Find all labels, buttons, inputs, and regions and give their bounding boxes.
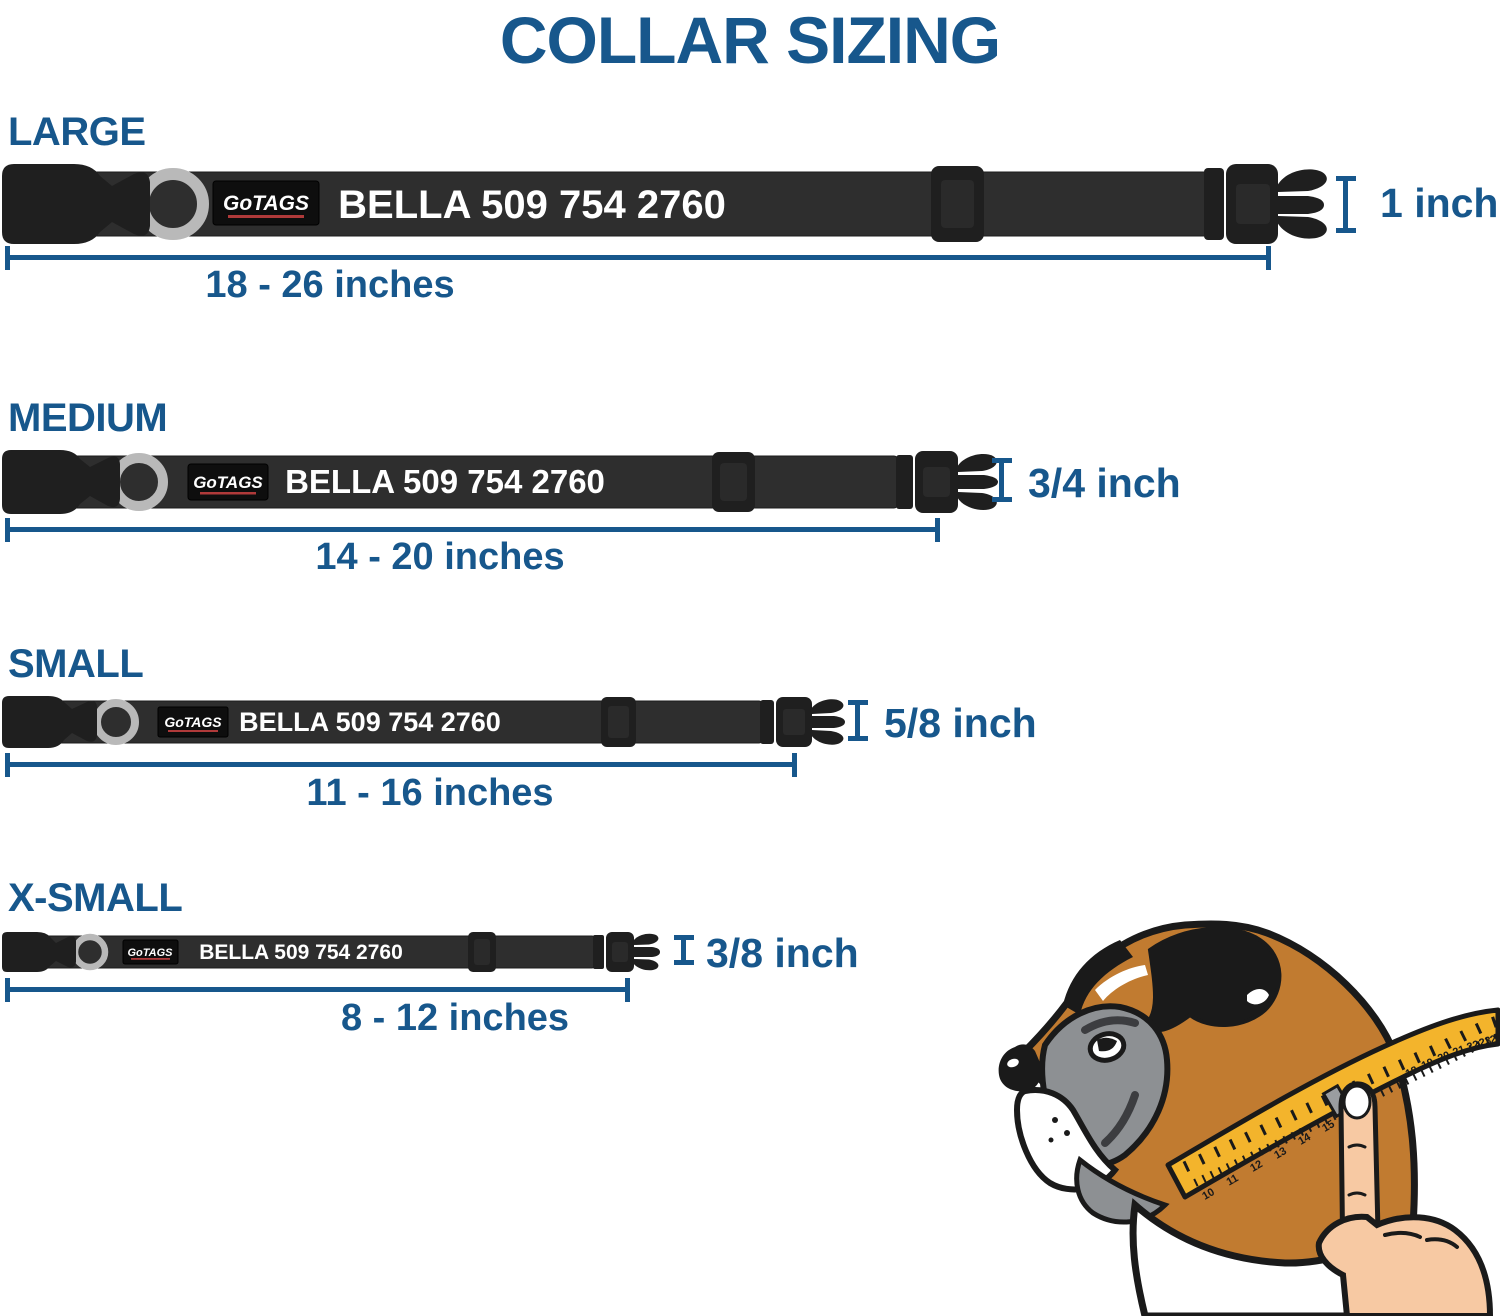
range-xsmall: 8 - 12 inches	[340, 997, 570, 1039]
brand-patch: GoTAGS	[187, 463, 269, 501]
tape-number: 10	[1200, 1186, 1217, 1203]
measure-line-xsmall	[5, 978, 630, 1002]
brand-logo: GoTAGS	[193, 473, 263, 492]
range-medium: 14 - 20 inches	[315, 536, 565, 578]
slider	[931, 166, 984, 242]
logo-underline	[131, 958, 170, 960]
logo-underline	[200, 492, 256, 495]
buckle-left	[2, 932, 76, 972]
whisker-dot	[1064, 1130, 1070, 1136]
buckle-left	[2, 164, 150, 244]
dog-pupil	[1097, 1037, 1117, 1052]
size-label-small: SMALL	[8, 642, 144, 686]
tape-number: 12	[1248, 1158, 1265, 1175]
collar-graphic-small: GoTAGS BELLA 509 754 2760	[2, 696, 845, 748]
logo-underline	[168, 730, 218, 732]
personalized-text: BELLA 509 754 2760	[285, 463, 605, 500]
page-title: COLLAR SIZING	[499, 3, 1001, 77]
collar-graphic-xsmall: GoTAGS BELLA 509 754 2760	[2, 932, 660, 972]
dog-cheek-line	[1101, 1091, 1139, 1147]
buckle-left	[2, 696, 97, 748]
personalized-text: BELLA 509 754 2760	[338, 183, 726, 227]
whisker-dot	[1052, 1117, 1058, 1123]
measure-line-medium	[5, 518, 940, 542]
logo-underline	[228, 215, 304, 218]
tape-number: 18	[1404, 1064, 1420, 1080]
dog-measuring-illustration: 10 11 12 13 14 15 16 18 19 20 21 22 23 2…	[998, 920, 1500, 1316]
slider	[712, 452, 755, 512]
width-bracket-medium	[992, 458, 1012, 502]
width-medium: 3/4 inch	[1028, 460, 1181, 506]
collar-graphic-medium: GoTAGS BELLA 509 754 2760	[2, 450, 998, 514]
hand	[1315, 1081, 1494, 1316]
dog-far-ear	[1063, 940, 1133, 1015]
personalized-text: BELLA 509 754 2760	[239, 707, 501, 737]
dog-blaze	[1095, 965, 1148, 1001]
slider	[601, 697, 636, 747]
tape-number: 19	[1420, 1056, 1436, 1072]
brand-logo: GoTAGS	[164, 714, 222, 730]
tape-number: 23	[1478, 1035, 1493, 1050]
patch-bg	[157, 706, 229, 738]
range-small: 11 - 16 inches	[306, 772, 554, 814]
width-small: 5/8 inch	[884, 700, 1037, 746]
dog-ear	[1142, 926, 1282, 1033]
dog-nose	[998, 1044, 1042, 1092]
knuckle-line	[1383, 1230, 1422, 1239]
size-label-large: LARGE	[8, 110, 146, 154]
knuckle-line	[1425, 1237, 1459, 1249]
tape-number: 21	[1451, 1043, 1467, 1058]
buckle-right	[593, 932, 660, 972]
slider	[468, 932, 496, 972]
buckle-left	[2, 450, 120, 514]
brand-patch: GoTAGS	[122, 939, 179, 965]
tape-number: 11	[1224, 1172, 1240, 1188]
finger-crease	[1347, 1191, 1367, 1197]
patch-bg	[212, 180, 320, 226]
width-bracket-xsmall	[674, 935, 694, 965]
width-large: 1 inch	[1380, 180, 1499, 226]
width-xsmall: 3/8 inch	[706, 930, 859, 976]
tape-number: 15	[1320, 1118, 1337, 1135]
finger-crease	[1347, 1143, 1367, 1149]
range-large: 18 - 26 inches	[205, 264, 455, 306]
patch-bg	[187, 463, 269, 501]
personalized-text: BELLA 509 754 2760	[199, 941, 403, 964]
buckle-right	[1204, 164, 1327, 244]
width-bracket-small	[848, 700, 868, 741]
tape-number: 22	[1465, 1039, 1480, 1054]
dog-nose-highlight	[1007, 1058, 1019, 1068]
dog-brow-line	[1081, 1016, 1139, 1034]
size-label-medium: MEDIUM	[8, 396, 168, 440]
brand-patch: GoTAGS	[212, 180, 320, 226]
width-bracket-large	[1336, 176, 1356, 233]
buckle-right	[760, 697, 845, 747]
dog-ear-highlight	[1247, 989, 1269, 1005]
collar-graphic-large: GoTAGS BELLA 509 754 2760	[2, 164, 1327, 244]
tape-number: 13	[1272, 1145, 1289, 1162]
brand-logo: GoTAGS	[127, 947, 173, 959]
tape-number: 20	[1436, 1049, 1452, 1065]
measure-line-small	[5, 753, 797, 777]
tape-number: 24	[1489, 1031, 1500, 1046]
brand-logo: GoTAGS	[223, 192, 309, 215]
buckle-right	[896, 451, 998, 513]
brand-patch: GoTAGS	[157, 706, 229, 738]
measure-line-large	[5, 246, 1271, 270]
size-label-xsmall: X-SMALL	[8, 876, 183, 920]
whisker-dot	[1048, 1137, 1054, 1143]
fingernail	[1342, 1084, 1372, 1120]
